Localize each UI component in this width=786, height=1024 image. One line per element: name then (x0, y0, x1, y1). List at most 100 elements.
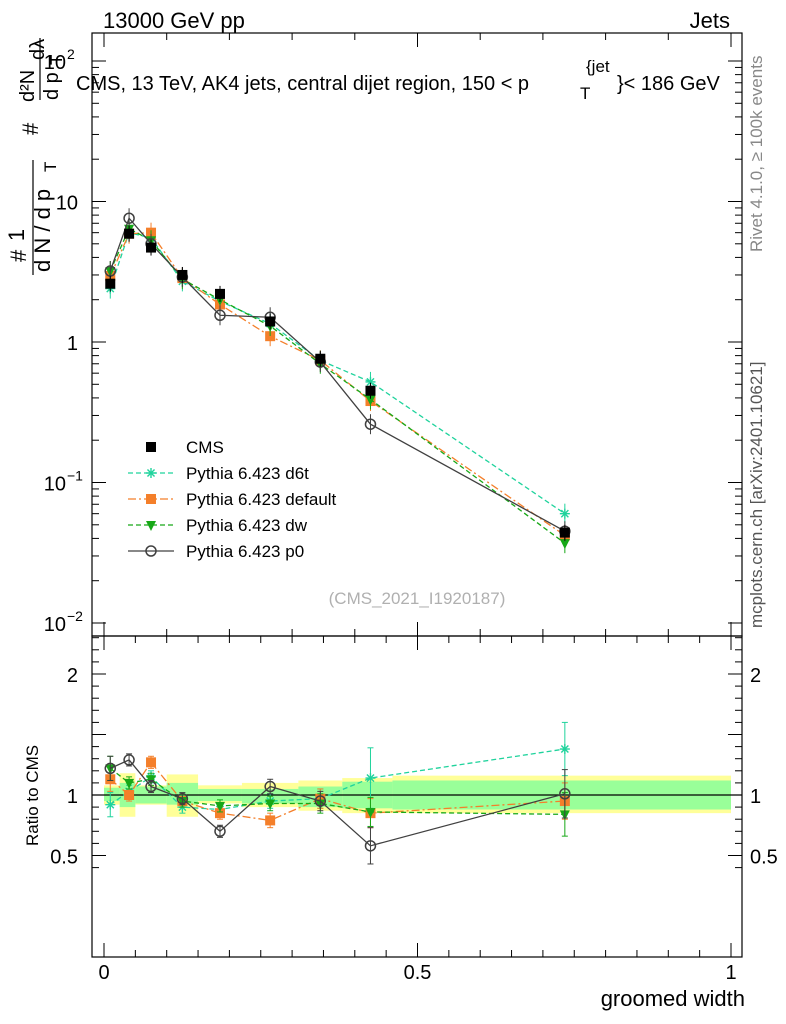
ratio-point-p0 (364, 840, 377, 852)
ratio-point-default (214, 808, 225, 819)
y-tick-label-ratio: 2 (67, 665, 78, 687)
y-axis-label-ratio: Ratio to CMS (23, 745, 42, 846)
analysis-id-label: (CMS_2021_I1920187) (329, 589, 506, 608)
point-CMS (265, 316, 276, 327)
y-tick-label-ratio: 0.5 (50, 847, 78, 869)
ratio-point-p0 (123, 754, 135, 766)
svg-text:10: 10 (44, 52, 66, 74)
y-tick-label-main: 1 (67, 333, 78, 355)
ylabel-T-sub: T (41, 162, 60, 172)
category-label: Jets (690, 8, 730, 33)
legend-marker-d6t (146, 468, 156, 478)
point-d6t (365, 376, 376, 387)
legend: CMS Pythia 6.423 d6t Pythia 6.423 default P… (128, 438, 337, 561)
ratio-point-p0 (145, 780, 157, 793)
svg-text:10: 10 (56, 193, 78, 215)
ylabel-dlambda: dλ (27, 39, 49, 60)
x-tick-label: 1 (725, 962, 736, 984)
legend-label-CMS: CMS (186, 438, 224, 457)
plot-title-main: CMS, 13 TeV, AK4 jets, central dijet reg… (76, 73, 529, 95)
rivet-version-label: Rivet 4.1.0, ≥ 100k events (747, 56, 766, 252)
point-p0 (364, 418, 377, 430)
x-tick-label: 0 (98, 962, 109, 984)
y-tick-label-main: 10 −1 (44, 468, 83, 496)
point-default (265, 331, 276, 342)
ratio-point-p0 (214, 825, 226, 838)
ylabel-dpT: d p (41, 72, 63, 100)
legend-marker-CMS (146, 442, 156, 452)
ratio-point-dw (265, 799, 276, 810)
point-d6t (559, 508, 570, 519)
plot-title-end: }< 186 GeV (617, 73, 721, 95)
legend-label-dw: Pythia 6.423 dw (186, 516, 308, 535)
ratio-point-dw (124, 778, 135, 789)
legend-label-default: Pythia 6.423 default (186, 490, 337, 509)
legend-entry-CMS: CMS (146, 438, 224, 457)
ylabel-hash-2: # (18, 122, 43, 135)
legend-label-d6t: Pythia 6.423 d6t (186, 464, 309, 483)
ratio-point-p0 (264, 780, 276, 793)
point-p0 (123, 212, 135, 224)
legend-entry-default: Pythia 6.423 default (128, 490, 337, 509)
legend-marker-dw (146, 521, 156, 531)
ratio-point-d6t (559, 744, 570, 755)
ratio-point-p0 (314, 795, 327, 807)
point-CMS (214, 288, 225, 299)
point-p0 (214, 309, 226, 322)
ratio-panel: 0.5 0.5 1 1 2 2 0 0.5 1 (50, 635, 778, 984)
plot-title-sub: T (580, 84, 590, 103)
ylabel-dN-dpT: d N / d p (30, 189, 55, 272)
ratio-point-dw (214, 801, 225, 812)
legend-label-p0: Pythia 6.423 p0 (186, 542, 304, 561)
svg-text:10: 10 (44, 614, 66, 636)
energy-label: 13000 GeV pp (103, 8, 245, 33)
y-tick-label-ratio-right: 2 (750, 665, 761, 687)
svg-text:−2: −2 (67, 608, 83, 624)
svg-text:2: 2 (67, 46, 75, 62)
point-dw (559, 539, 570, 550)
point-CMS (315, 353, 326, 364)
ylabel-d2N: d²N (17, 70, 39, 102)
y-tick-label-main: 10 (56, 193, 78, 215)
y-tick-label-main: 10 2 (44, 46, 75, 74)
point-CMS (146, 242, 157, 253)
svg-text:1: 1 (67, 333, 78, 355)
point-CMS (559, 527, 570, 538)
ylabel-hash-1: # (6, 249, 31, 262)
x-tick-label: 0.5 (404, 962, 432, 984)
ratio-point-default (146, 757, 157, 768)
ratio-point-dw (365, 807, 376, 818)
svg-text:10: 10 (44, 474, 66, 496)
svg-text:−1: −1 (67, 468, 83, 484)
legend-marker-p0 (145, 545, 157, 557)
x-axis-label: groomed width (601, 986, 745, 1011)
ratio-point-default (124, 790, 135, 800)
y-tick-label-main: 10 −2 (44, 608, 83, 636)
plot-title: CMS, 13 TeV, AK4 jets, central dijet reg… (76, 57, 721, 103)
plot-title-sup: {jet (586, 57, 610, 76)
ylabel-one: 1 (4, 229, 29, 241)
ratio-point-p0 (176, 792, 189, 805)
y-tick-label-ratio: 1 (67, 786, 78, 808)
point-dw (365, 395, 376, 406)
ratio-point-p0 (559, 788, 571, 800)
y-axis-label-main: # 1 d N / d p T # d²N d p T dλ (4, 38, 66, 275)
ratio-point-default (265, 815, 276, 826)
point-CMS (365, 385, 376, 396)
legend-marker-default (146, 494, 156, 504)
ratio-point-d6t (365, 773, 376, 784)
ratio-point-p0 (104, 762, 117, 775)
legend-entry-dw: Pythia 6.423 dw (128, 516, 308, 535)
point-CMS (124, 228, 135, 239)
y-tick-label-ratio-right: 0.5 (750, 847, 778, 869)
point-CMS (177, 269, 188, 280)
ratio-line-default (109, 761, 565, 822)
ratio-point-d6t (105, 799, 116, 810)
mcplots-label: mcplots.cern.ch [arXiv:2401.10621] (747, 362, 766, 628)
point-CMS (105, 278, 116, 289)
legend-entry-d6t: Pythia 6.423 d6t (128, 464, 309, 483)
legend-entry-p0: Pythia 6.423 p0 (128, 542, 304, 561)
ylabel-T-sub-2: T (47, 55, 66, 65)
